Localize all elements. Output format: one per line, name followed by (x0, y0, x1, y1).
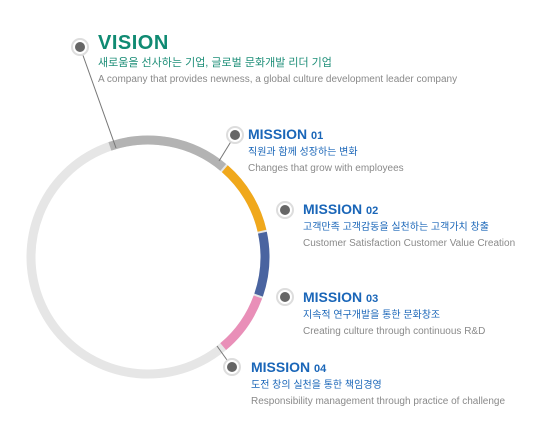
ring-arc-mission-01 (221, 165, 267, 232)
mission-04-marker (223, 358, 241, 376)
vision-english-text: A company that provides newness, a globa… (98, 74, 458, 85)
mission-03-block: MISSION 03 지속적 연구개발을 통한 문화창조 Creating cu… (303, 289, 485, 338)
ring-arc-top (108, 135, 227, 171)
vision-marker (71, 38, 89, 56)
mission-03-number: 03 (366, 293, 379, 305)
mission-03-english-text: Creating culture through continuous R&D (303, 326, 486, 337)
mission-04-title: MISSION 04 (251, 359, 505, 377)
mission-04-english-text: Responsibility management through practi… (251, 396, 506, 407)
ring-arc-mission-03 (220, 295, 263, 351)
mission-04-number: 04 (314, 363, 327, 375)
mission-02-number: 02 (366, 205, 379, 217)
mission-02-english-text: Customer Satisfaction Customer Value Cre… (303, 238, 516, 249)
mission-01-english-text: Changes that grow with employees (248, 163, 404, 174)
mission-04-korean-text: 도전 창의 실천을 통한 책임경영 (251, 380, 382, 391)
mission-02-title: MISSION 02 (303, 201, 515, 219)
mission-03-marker (276, 288, 294, 306)
vision-title: VISION (98, 32, 169, 54)
mission-01-number: 01 (311, 130, 324, 142)
mission-01-korean-text: 직원과 함께 성장하는 변화 (248, 147, 358, 158)
mission-02-korean-text: 고객만족 고객감동을 실천하는 고객가치 창출 (303, 222, 489, 233)
mission-04-block: MISSION 04 도전 창의 실천을 통한 책임경영 Responsibil… (251, 359, 505, 408)
mission-01-block: MISSION 01 직원과 함께 성장하는 변화 Changes that g… (248, 126, 404, 175)
vision-block: VISION 새로움을 선사하는 기업, 글로벌 문화개발 리더 기업 A co… (98, 32, 457, 86)
mission-03-title: MISSION 03 (303, 289, 485, 307)
ring-arc-mission-02 (254, 231, 270, 297)
vision-connector-line (79, 46, 117, 149)
mission-03-head: MISSION (303, 289, 363, 305)
mission-03-korean-text: 지속적 연구개발을 통한 문화창조 (303, 310, 441, 321)
mission-02-marker (276, 201, 294, 219)
mission-02-head: MISSION (303, 201, 363, 217)
mission-02-block: MISSION 02 고객만족 고객감동을 실천하는 고객가치 창출 Custo… (303, 201, 515, 250)
vision-korean-text: 새로움을 선사하는 기업, 글로벌 문화개발 리더 기업 (98, 57, 332, 69)
mission-04-head: MISSION (251, 359, 311, 375)
mission-01-head: MISSION (248, 126, 308, 142)
mission-01-marker (226, 126, 244, 144)
mission-01-title: MISSION 01 (248, 126, 404, 144)
